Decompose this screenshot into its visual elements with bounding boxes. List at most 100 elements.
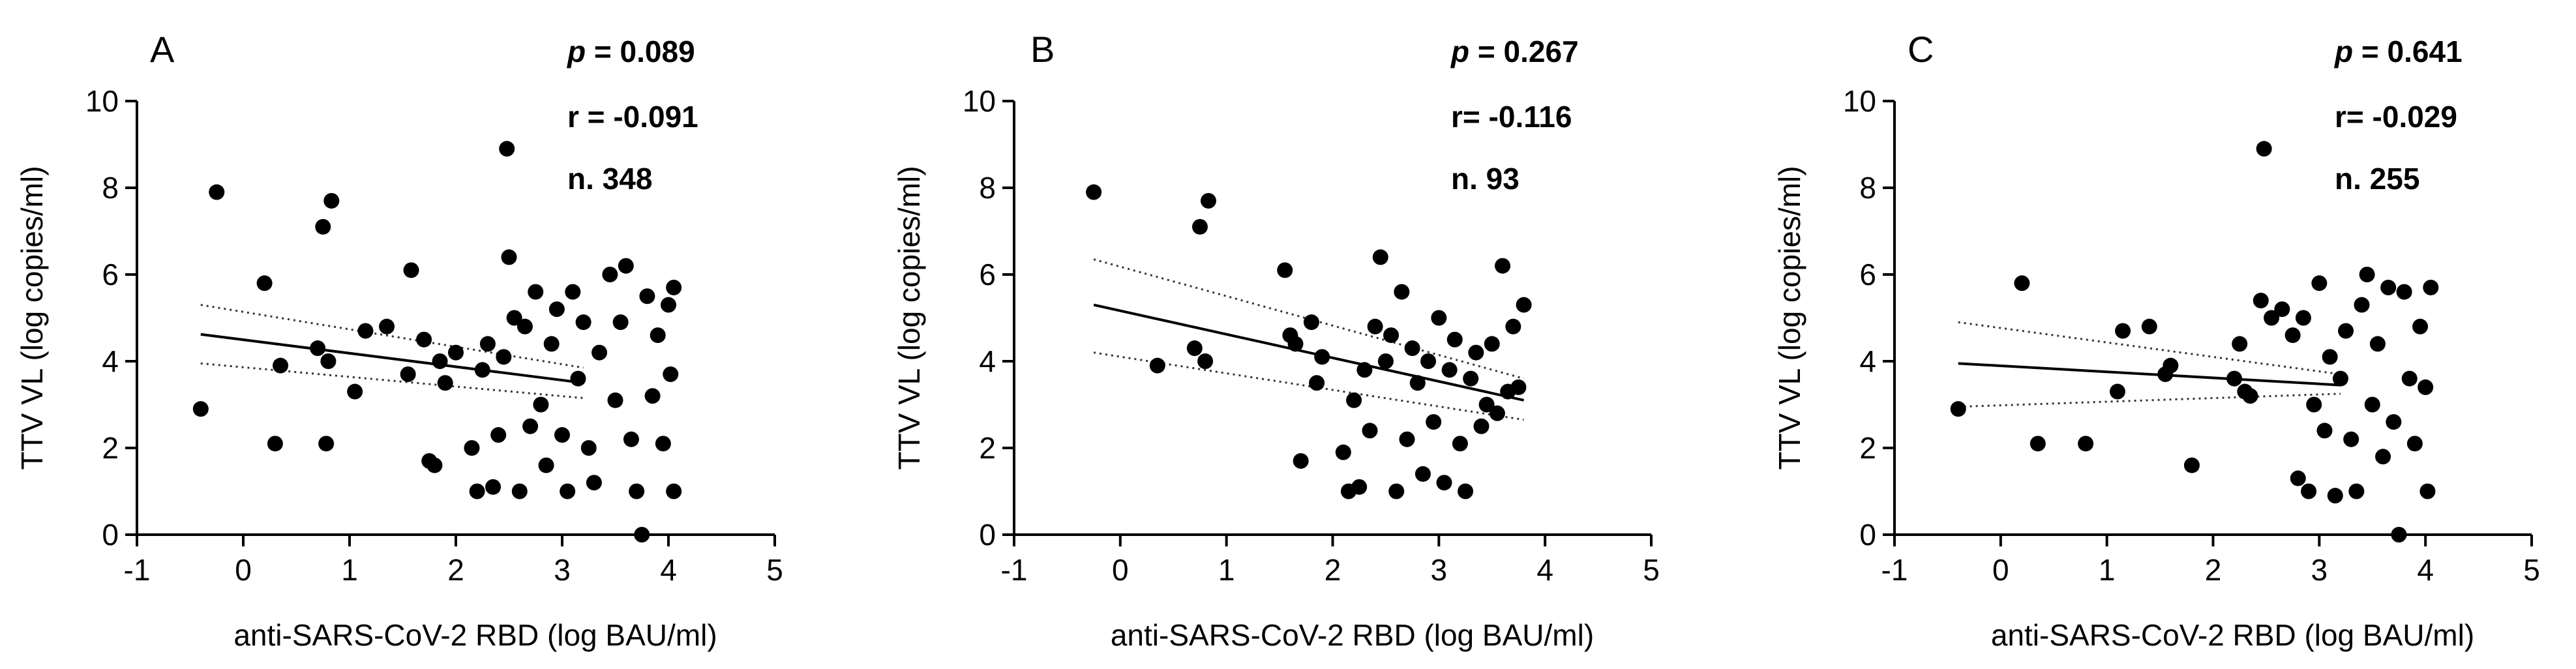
x-tick-label: 1 (1218, 553, 1235, 587)
data-point (1293, 453, 1309, 469)
data-point (1452, 436, 1468, 452)
y-tick-label: 2 (102, 431, 119, 465)
data-point (1505, 318, 1521, 334)
data-point (1149, 357, 1165, 374)
data-point (1309, 375, 1325, 391)
data-point (1404, 340, 1420, 357)
x-tick-label: 1 (2099, 553, 2116, 587)
data-point (1463, 370, 1479, 387)
x-tick-label: 3 (1431, 553, 1448, 587)
y-axis-title: TTV VL (log copies/ml) (15, 166, 49, 469)
data-point (209, 184, 225, 200)
regression-line (200, 333, 584, 385)
y-tick-label: 6 (102, 258, 119, 291)
y-tick-label: 4 (1859, 344, 1876, 378)
y-tick-label: 8 (102, 171, 119, 205)
data-point (2316, 423, 2333, 439)
data-point (602, 267, 618, 282)
data-point (1335, 444, 1351, 460)
data-point (623, 431, 639, 447)
data-point (650, 327, 666, 344)
n-value: n. 255 (2335, 162, 2419, 196)
data-point (1314, 349, 1330, 365)
data-point (192, 401, 209, 417)
x-tick-label: 2 (1325, 553, 1341, 587)
n-value: n. 93 (1451, 162, 1520, 196)
data-point (403, 262, 419, 278)
data-point (1186, 340, 1203, 357)
y-tick-label: 2 (1859, 431, 1876, 465)
p-label: p (566, 35, 586, 68)
data-point (1277, 262, 1293, 278)
data-point (1409, 375, 1426, 391)
data-point (2375, 449, 2391, 465)
data-point (2306, 396, 2322, 413)
data-point (2242, 388, 2258, 404)
data-point (2232, 336, 2248, 352)
data-point (506, 310, 522, 326)
x-tick-label: 5 (2523, 553, 2540, 587)
x-tick-label: 4 (660, 553, 677, 587)
panel-label: A (150, 29, 175, 70)
data-point (634, 527, 650, 543)
data-point (400, 366, 416, 382)
p-label: p (1450, 35, 1469, 68)
data-point (273, 357, 289, 374)
data-point (485, 479, 502, 495)
x-tick-label: 2 (447, 553, 464, 587)
data-point (1431, 310, 1447, 326)
data-point (1303, 314, 1319, 331)
p-value: p = 0.641 (2333, 35, 2463, 68)
data-point (1484, 336, 1500, 352)
data-point (2115, 323, 2131, 339)
data-point (2163, 357, 2179, 374)
data-point (528, 284, 544, 300)
y-tick-label: 8 (1859, 171, 1876, 205)
data-point (2311, 275, 2328, 291)
x-tick-label: 0 (1992, 553, 2009, 587)
panel-label: C (1908, 29, 1934, 70)
data-point (2141, 318, 2157, 334)
x-tick-label: 5 (1643, 553, 1660, 587)
data-point (2295, 310, 2311, 326)
data-point (655, 436, 671, 452)
data-point (533, 396, 549, 413)
data-point (315, 218, 331, 235)
data-point (639, 288, 655, 305)
data-point (2348, 483, 2365, 499)
data-point (1372, 249, 1388, 265)
data-point (1478, 396, 1495, 413)
ci-lower-line (1958, 393, 2341, 408)
x-tick-label: 3 (2311, 553, 2328, 587)
data-point (522, 418, 539, 434)
data-point (2369, 336, 2386, 352)
data-point (1436, 475, 1452, 491)
y-tick-label: 10 (963, 84, 996, 118)
y-tick-label: 2 (979, 431, 996, 465)
data-point (2386, 414, 2402, 430)
x-tick-label: 4 (1536, 553, 1553, 587)
data-point (1441, 362, 1458, 378)
data-point (629, 483, 645, 499)
data-point (2338, 323, 2354, 339)
data-point (1426, 414, 1442, 430)
data-point (1473, 418, 1490, 434)
data-point (2412, 318, 2429, 334)
p-number: = 0.267 (1478, 35, 1579, 68)
data-point (612, 314, 629, 331)
data-point (2284, 327, 2301, 344)
data-point (1383, 327, 1400, 344)
data-point (2419, 483, 2436, 499)
r-value: r= -0.029 (2335, 100, 2457, 134)
y-axis-title: TTV VL (log copies/ml) (1773, 166, 1806, 469)
data-point (1362, 423, 1378, 439)
p-spacer (1469, 35, 1478, 68)
data-point (666, 279, 682, 295)
data-point (1495, 258, 1511, 274)
x-tick-label: -1 (124, 553, 151, 587)
data-point (2327, 488, 2343, 504)
data-point (347, 383, 363, 400)
x-axis-title: anti-SARS-CoV-2 RBD (log BAU/ml) (1991, 618, 2474, 652)
y-tick-label: 0 (979, 518, 996, 552)
